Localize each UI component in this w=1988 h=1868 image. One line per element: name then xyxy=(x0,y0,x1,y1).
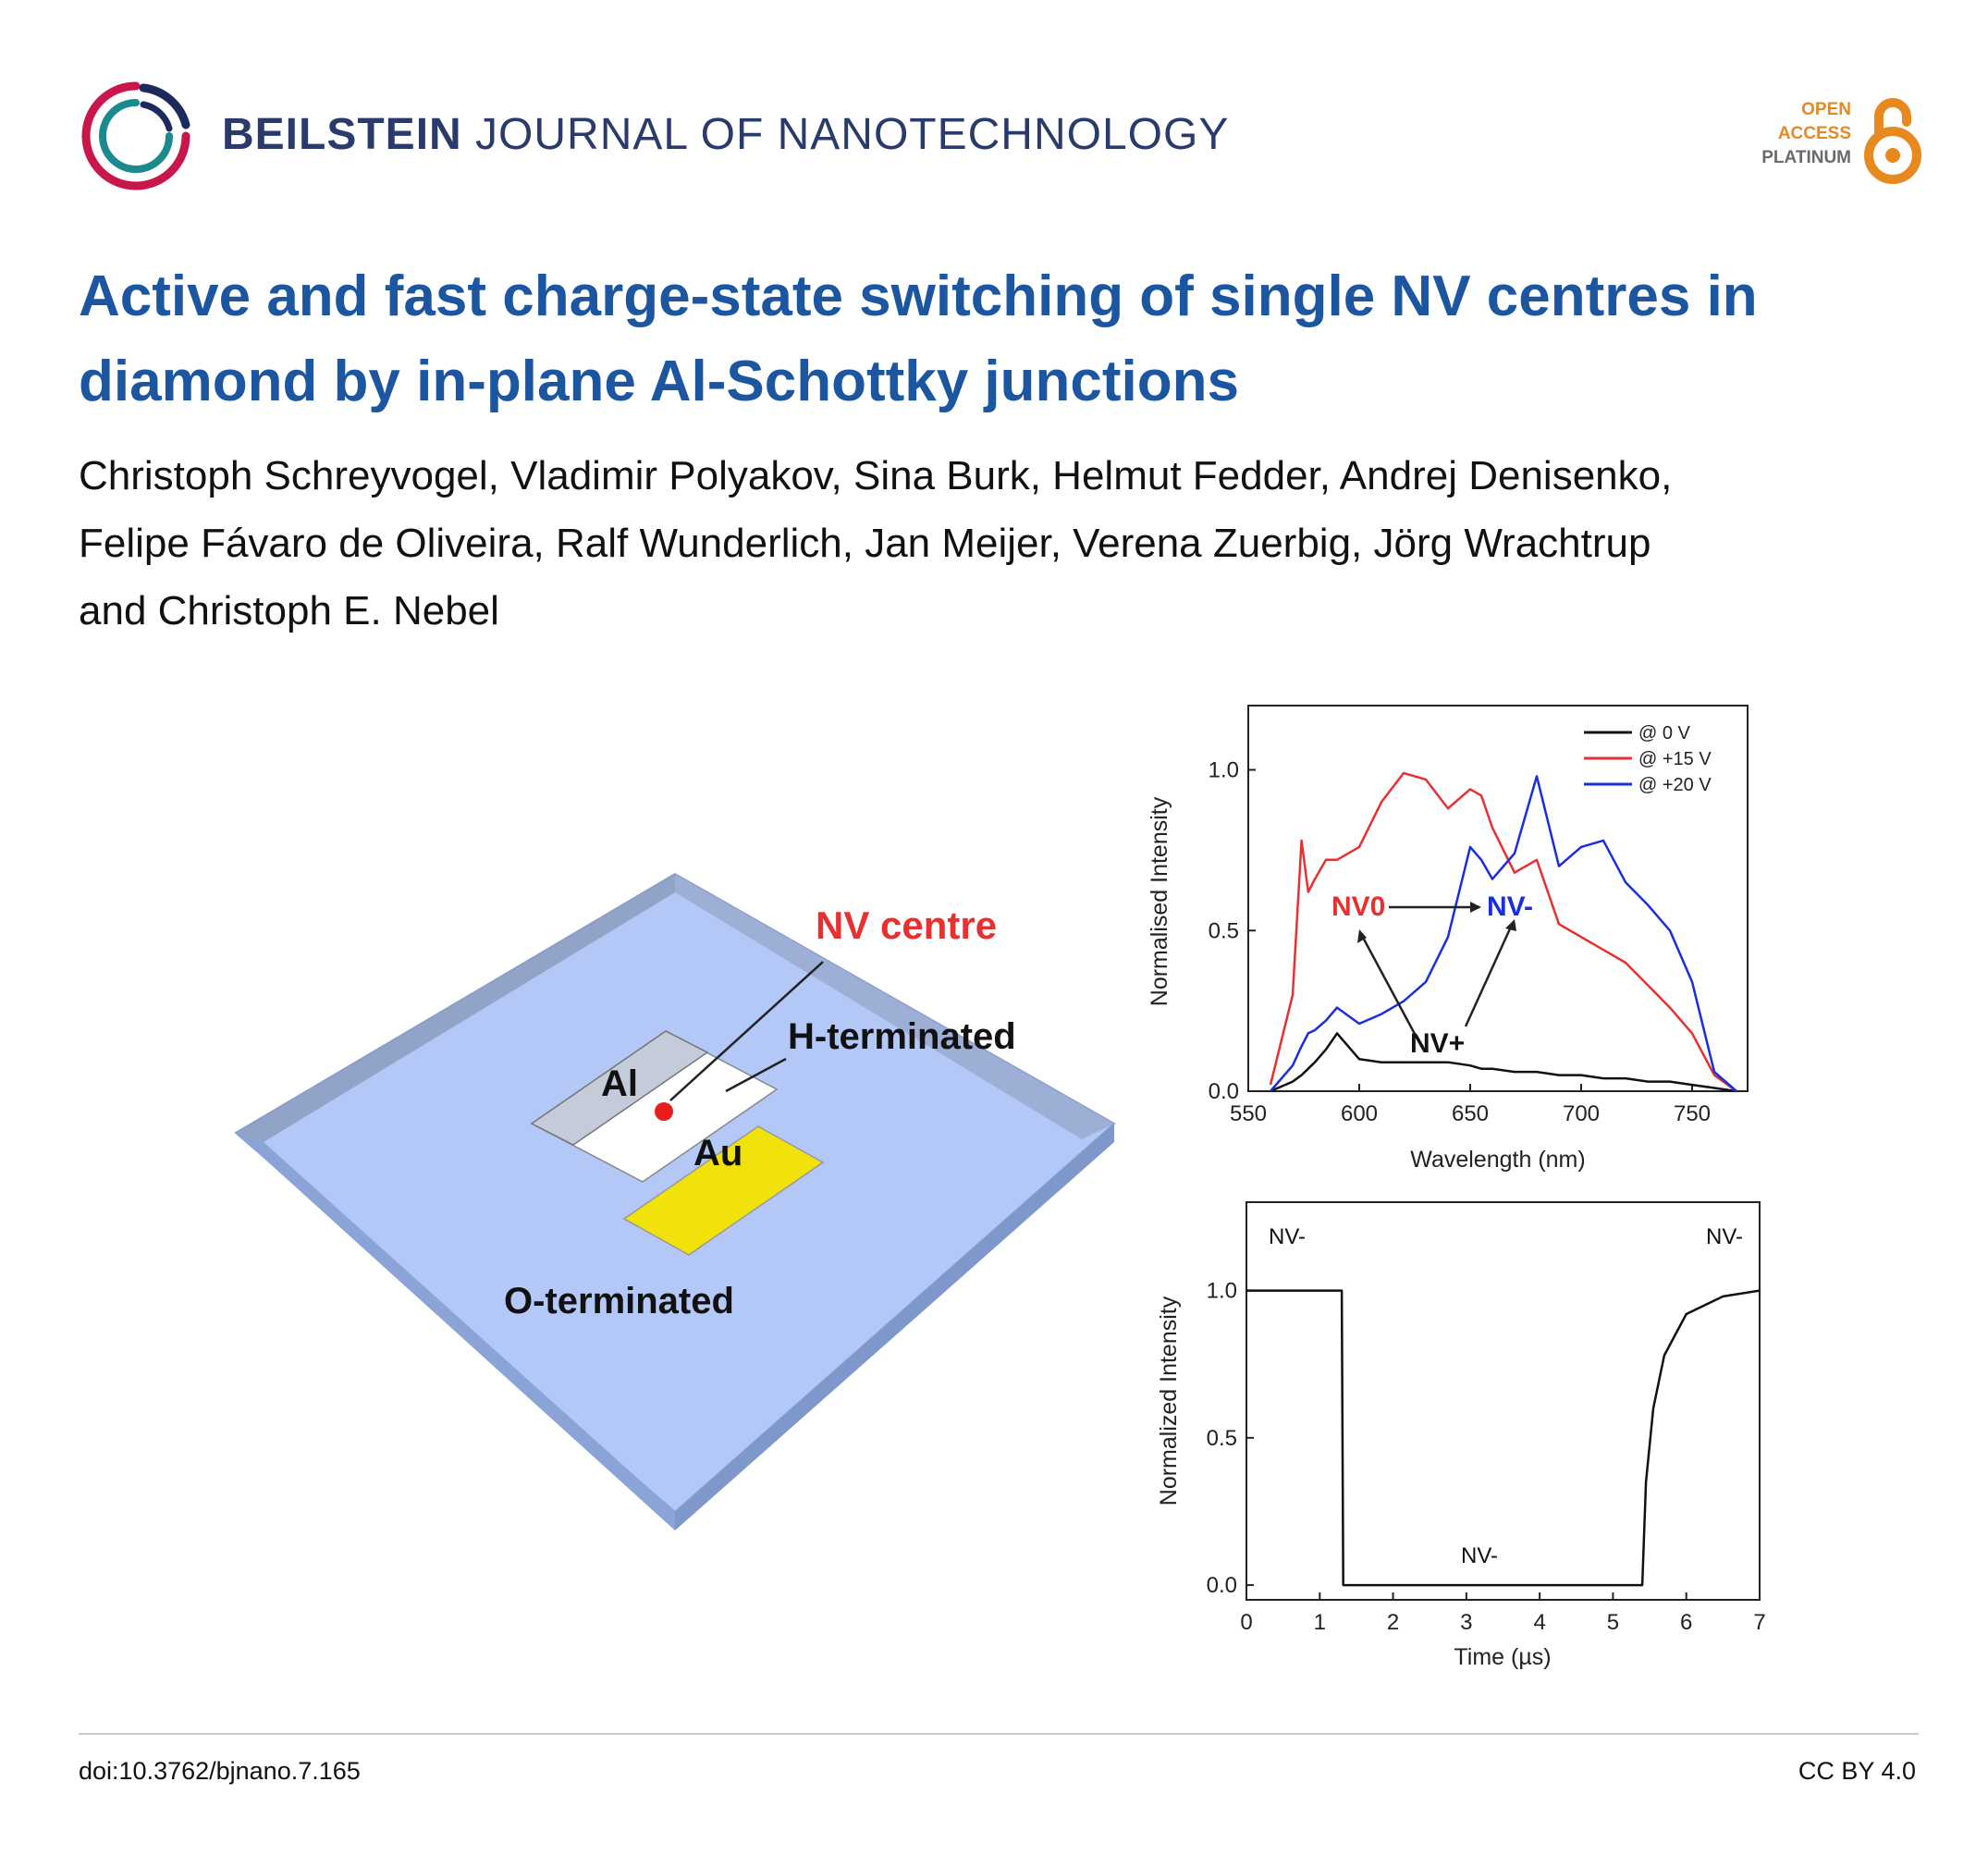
legend-label: @ +20 V xyxy=(1638,775,1712,795)
y-tick-label: 0.5 xyxy=(1207,1426,1237,1451)
open-access-badge: OPEN ACCESS PLATINUM xyxy=(1738,92,1923,185)
y-tick-label: 1.0 xyxy=(1207,1279,1237,1304)
author-list: Christoph Schreyvogel, Vladimir Polyakov… xyxy=(79,442,1928,645)
footer-divider xyxy=(79,1733,1919,1735)
x-tick-label: 3 xyxy=(1460,1610,1472,1635)
x-tick-label: 1 xyxy=(1314,1610,1326,1635)
series-line-3 xyxy=(1270,775,1737,1092)
x-tick-label: 650 xyxy=(1452,1101,1489,1126)
legend-label: @ 0 V xyxy=(1638,723,1691,744)
doi-text: doi:10.3762/bjnano.7.165 xyxy=(79,1757,361,1785)
time-trace-chart: 0 1 2 3 4 5 6 7 0.0 0.5 1.0 Time (µs) Normalized … xyxy=(1156,1201,1766,1670)
x-axis-label: Wavelength (nm) xyxy=(1410,1147,1585,1173)
y-axis-label: Normalised Intensity xyxy=(1147,796,1172,1006)
y-tick-label: 0.0 xyxy=(1207,1573,1237,1598)
graphical-abstract: NV centre H-terminated Al Au O-terminate… xyxy=(234,705,1766,1670)
journal-name: BEILSTEIN JOURNAL OF NANOTECHNOLOGY xyxy=(222,110,1230,159)
badge-line-access: ACCESS xyxy=(1777,124,1851,143)
chart-legend: @ 0 V @ +15 V @ +20 V xyxy=(1584,723,1712,795)
x-tick-label: 4 xyxy=(1533,1610,1545,1635)
nv-centre-label: NV centre xyxy=(816,903,997,947)
y-axis-label: Normalized Intensity xyxy=(1156,1296,1182,1505)
x-tick-label: 750 xyxy=(1674,1101,1711,1126)
h-terminated-label: H-terminated xyxy=(788,1016,1016,1057)
x-axis-label: Time (µs) xyxy=(1454,1644,1551,1670)
badge-line-platinum: PLATINUM xyxy=(1761,148,1851,167)
article-title: Active and fast charge-state switching o… xyxy=(79,264,1758,413)
annotation-nv-minus: NV- xyxy=(1487,891,1533,922)
au-label: Au xyxy=(693,1133,742,1174)
x-tick-label: 0 xyxy=(1240,1610,1252,1635)
annotation-nv0: NV0 xyxy=(1331,891,1385,922)
x-tick-label: 550 xyxy=(1230,1101,1267,1126)
journal-logo-icon xyxy=(81,81,190,190)
al-label: Al xyxy=(601,1063,638,1104)
authors-line: and Christoph E. Nebel xyxy=(79,588,499,633)
annotation-nv-left: NV- xyxy=(1269,1224,1306,1249)
annotation-nv-mid: NV- xyxy=(1461,1543,1498,1568)
x-tick-label: 5 xyxy=(1607,1610,1619,1635)
spectrum-chart: 550 600 650 700 750 0.0 0.5 1.0 Wavelength (nm… xyxy=(1147,705,1749,1173)
license-text: CC BY 4.0 xyxy=(1798,1757,1916,1785)
y-tick-label: 1.0 xyxy=(1209,758,1239,783)
nv-centre-dot xyxy=(655,1102,673,1121)
x-tick-label: 700 xyxy=(1563,1101,1600,1126)
annotation-nv-plus: NV+ xyxy=(1410,1028,1465,1059)
series-line-2 xyxy=(1269,771,1737,1093)
x-tick-label: 600 xyxy=(1341,1101,1378,1126)
authors-line: Felipe Fávaro de Oliveira, Ralf Wunderli… xyxy=(79,521,1651,566)
o-terminated-label: O-terminated xyxy=(504,1281,734,1321)
authors-line: Christoph Schreyvogel, Vladimir Polyakov… xyxy=(79,453,1673,498)
series-line-1 xyxy=(1270,1032,1737,1093)
x-tick-label: 6 xyxy=(1680,1610,1692,1635)
y-tick-label: 0.0 xyxy=(1209,1079,1239,1104)
series-line-1 xyxy=(1246,1289,1761,1587)
badge-line-open: OPEN xyxy=(1801,100,1851,119)
legend-label: @ +15 V xyxy=(1638,749,1712,769)
open-access-lock-icon xyxy=(1864,98,1921,184)
device-schematic: NV centre H-terminated Al Au O-terminate… xyxy=(234,872,1116,1530)
x-tick-label: 2 xyxy=(1387,1610,1399,1635)
y-tick-label: 0.5 xyxy=(1209,918,1239,943)
annotation-nv-right: NV- xyxy=(1706,1224,1743,1249)
x-tick-label: 7 xyxy=(1753,1610,1765,1635)
